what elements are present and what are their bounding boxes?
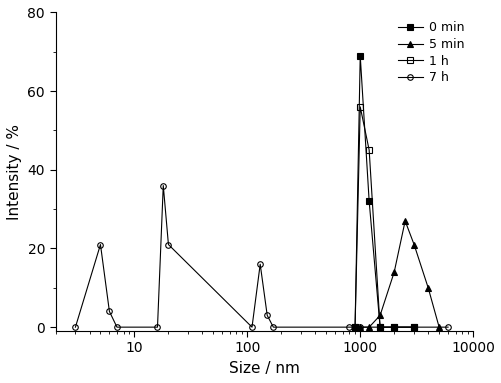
X-axis label: Size / nm: Size / nm [228,361,299,376]
7 h [72,325,78,329]
7 h [444,325,450,329]
0 min [357,53,363,58]
0 min [365,199,371,204]
1 h [357,105,363,109]
7 h [165,242,171,247]
Line: 7 h: 7 h [73,183,450,330]
7 h [106,309,112,314]
7 h [154,325,160,329]
1 h [390,325,396,329]
5 min [424,285,430,290]
7 h [264,313,270,318]
0 min [390,325,396,329]
7 h [114,325,120,329]
0 min [410,325,416,329]
7 h [410,325,416,329]
5 min [435,325,441,329]
Line: 0 min: 0 min [351,52,417,331]
7 h [160,183,166,188]
1 h [376,325,382,329]
5 min [401,219,407,223]
5 min [390,270,396,274]
7 h [270,325,276,329]
7 h [257,262,263,267]
Y-axis label: Intensity / %: Intensity / % [7,124,22,220]
0 min [376,325,382,329]
5 min [410,242,416,247]
Legend: 0 min, 5 min, 1 h, 7 h: 0 min, 5 min, 1 h, 7 h [392,16,468,90]
1 h [351,325,357,329]
7 h [248,325,255,329]
1 h [410,325,416,329]
5 min [365,325,371,329]
5 min [376,313,382,318]
7 h [346,325,352,329]
5 min [357,325,363,329]
7 h [97,242,103,247]
0 min [351,325,357,329]
7 h [357,325,363,329]
1 h [365,148,371,152]
Line: 5 min: 5 min [356,218,442,331]
Line: 1 h: 1 h [351,103,417,331]
